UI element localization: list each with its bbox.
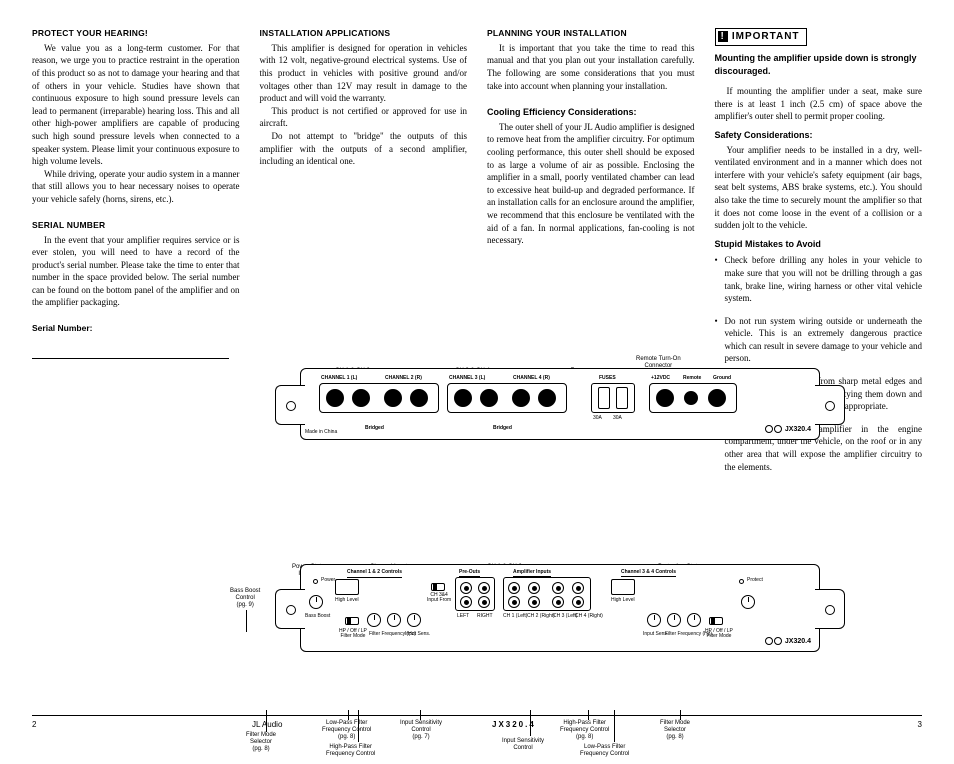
lbl-30b: 30A bbox=[613, 415, 622, 422]
speaker-block-34 bbox=[447, 383, 567, 413]
lbl-ch12ctrl: Channel 1 & 2 Controls bbox=[347, 569, 402, 578]
serial-line bbox=[32, 341, 229, 359]
mount-ear-right bbox=[815, 385, 845, 425]
plan-p1: It is important that you take the time t… bbox=[487, 42, 695, 92]
page-num-right: 3 bbox=[918, 719, 922, 730]
bang-icon: ! bbox=[718, 31, 728, 42]
stupid-title: Stupid Mistakes to Avoid bbox=[715, 238, 923, 251]
lbl-highlevel-r: High Level bbox=[611, 597, 635, 604]
hearing-p1: We value you as a long-term customer. Fo… bbox=[32, 42, 240, 168]
install-p2: This product is not certified or approve… bbox=[260, 105, 468, 130]
lbl-ground: Ground bbox=[713, 375, 731, 382]
lbl-bass-l: Bass Boost bbox=[305, 613, 330, 620]
lbl-ch1l: CH 1 (Left) bbox=[503, 613, 527, 620]
safety-title: Safety Considerations: bbox=[715, 129, 923, 142]
important-badge: !IMPORTANT bbox=[715, 28, 807, 46]
page-num-left: 2 bbox=[32, 719, 36, 730]
lbl-ch4r: CH 4 (Right) bbox=[575, 613, 603, 620]
speaker-block-12 bbox=[319, 383, 439, 413]
lbl-inputfrom: CH 3&4Input From bbox=[427, 593, 451, 603]
mount-warning: Mounting the amplifier upside down is st… bbox=[715, 52, 923, 77]
hearing-title: PROTECT YOUR HEARING! bbox=[32, 28, 240, 40]
lbl-power: Power bbox=[321, 577, 335, 584]
power-block bbox=[649, 383, 737, 413]
lbl-ch2r: CH 2 (Right) bbox=[527, 613, 555, 620]
mount-p: If mounting the amplifier under a seat, … bbox=[715, 85, 923, 123]
filter-mode-sw-l bbox=[345, 617, 359, 625]
lbl-ch3l: CH 3 (Left) bbox=[553, 613, 577, 620]
hearing-p2: While driving, operate your audio system… bbox=[32, 168, 240, 206]
lbl-protect: Protect bbox=[747, 577, 763, 584]
serial-p: In the event that your amplifier require… bbox=[32, 234, 240, 310]
lbl-filtermode-r: HP / Off / LPFilter Mode bbox=[705, 629, 733, 639]
cooling-p: The outer shell of your JL Audio amplifi… bbox=[487, 121, 695, 247]
co-filtermode-l: Filter ModeSelector(pg. 8) bbox=[246, 732, 276, 753]
preout-block bbox=[455, 577, 495, 611]
mount-ear-left bbox=[275, 385, 305, 425]
lbl-ch4: CHANNEL 4 (R) bbox=[513, 375, 550, 382]
protect-led bbox=[739, 579, 744, 584]
footer-center: JL Audio bbox=[252, 719, 282, 730]
knob-hp-r bbox=[667, 613, 681, 627]
lbl-ch34ctrl: Channel 3 & 4 Controls bbox=[621, 569, 676, 577]
lbl-30a: 30A bbox=[593, 415, 602, 422]
co-lpf-r: Low-Pass FilterFrequency Control bbox=[580, 744, 629, 758]
lbl-preouts: Pre-Outs bbox=[459, 569, 480, 577]
page-footer: 2 JL Audio JX320.4 3 bbox=[32, 715, 922, 730]
brand-bottom: JX320.4 bbox=[765, 637, 811, 647]
highlevel-jack-l bbox=[335, 579, 359, 595]
bass-boost-knob-r bbox=[741, 595, 755, 609]
cooling-title: Cooling Efficiency Considerations: bbox=[487, 106, 695, 119]
mount-ear-right bbox=[815, 589, 845, 629]
knob-hp-l bbox=[367, 613, 381, 627]
knob-sens-r bbox=[647, 613, 661, 627]
lbl-bridged1: Bridged bbox=[365, 425, 384, 432]
amp-top-body: CHANNEL 1 (L) CHANNEL 2 (R) CHANNEL 3 (L… bbox=[300, 368, 820, 440]
bullet-item: Check before drilling any holes in your … bbox=[715, 254, 923, 304]
lbl-inputsens-l: Input Sens. bbox=[405, 631, 430, 638]
knob-lp-r bbox=[687, 613, 701, 627]
bottom-diagram: Bass BoostControl(pg. 9) Power StatusInd… bbox=[240, 564, 880, 764]
install-title: INSTALLATION APPLICATIONS bbox=[260, 28, 468, 40]
lbl-ampinputs: Amplifier Inputs bbox=[513, 569, 551, 577]
knob-sens-l bbox=[407, 613, 421, 627]
footer-model: JX320.4 bbox=[492, 719, 536, 730]
install-p1: This amplifier is designed for operation… bbox=[260, 42, 468, 105]
filter-mode-sw-r bbox=[709, 617, 723, 625]
col-1: PROTECT YOUR HEARING! We value you as a … bbox=[32, 28, 240, 483]
lbl-fuses: FUSES bbox=[599, 375, 616, 382]
safety-p: Your amplifier needs to be installed in … bbox=[715, 144, 923, 232]
power-led bbox=[313, 579, 318, 584]
lbl-right: RIGHT bbox=[477, 613, 493, 620]
ampinput-block bbox=[503, 577, 591, 611]
mount-ear-left bbox=[275, 589, 305, 629]
brand-top: JX320.4 bbox=[765, 425, 811, 435]
plan-title: PLANNING YOUR INSTALLATION bbox=[487, 28, 695, 40]
lbl-12v: +12VDC bbox=[651, 375, 670, 382]
top-diagram: CH 1 & CH 2Speaker Outputs(pg. 5) CH 3 &… bbox=[240, 368, 880, 508]
input-from-switch bbox=[431, 583, 445, 591]
diagram-area: CH 1 & CH 2Speaker Outputs(pg. 5) CH 3 &… bbox=[240, 326, 880, 764]
knob-lp-l bbox=[387, 613, 401, 627]
co-bassboost-l: Bass BoostControl(pg. 9) bbox=[230, 588, 260, 609]
install-p3: Do not attempt to "bridge" the outputs o… bbox=[260, 130, 468, 168]
lbl-bridged2: Bridged bbox=[493, 425, 512, 432]
bass-boost-knob-l bbox=[309, 595, 323, 609]
serial-title: SERIAL NUMBER bbox=[32, 220, 240, 232]
co-sens-r: Input SensitivityControl bbox=[502, 738, 544, 752]
lbl-remote: Remote bbox=[683, 375, 701, 382]
co-hpf-l: High-Pass FilterFrequency Control bbox=[326, 744, 375, 758]
lbl-filtermode-l: HP / Off / LPFilter Mode bbox=[339, 629, 367, 639]
lbl-highlevel-l: High Level bbox=[335, 597, 359, 604]
lbl-made: Made in China bbox=[305, 429, 337, 436]
fuse-block bbox=[591, 383, 635, 413]
lbl-ch1: CHANNEL 1 (L) bbox=[321, 375, 357, 382]
highlevel-jack-r bbox=[611, 579, 635, 595]
amp-bottom-body: Channel 1 & 2 Controls Pre-Outs Amplifie… bbox=[300, 564, 820, 652]
lbl-ch2: CHANNEL 2 (R) bbox=[385, 375, 422, 382]
serial-label: Serial Number: bbox=[32, 323, 240, 335]
lbl-left: LEFT bbox=[457, 613, 469, 620]
lbl-ch3: CHANNEL 3 (L) bbox=[449, 375, 485, 382]
